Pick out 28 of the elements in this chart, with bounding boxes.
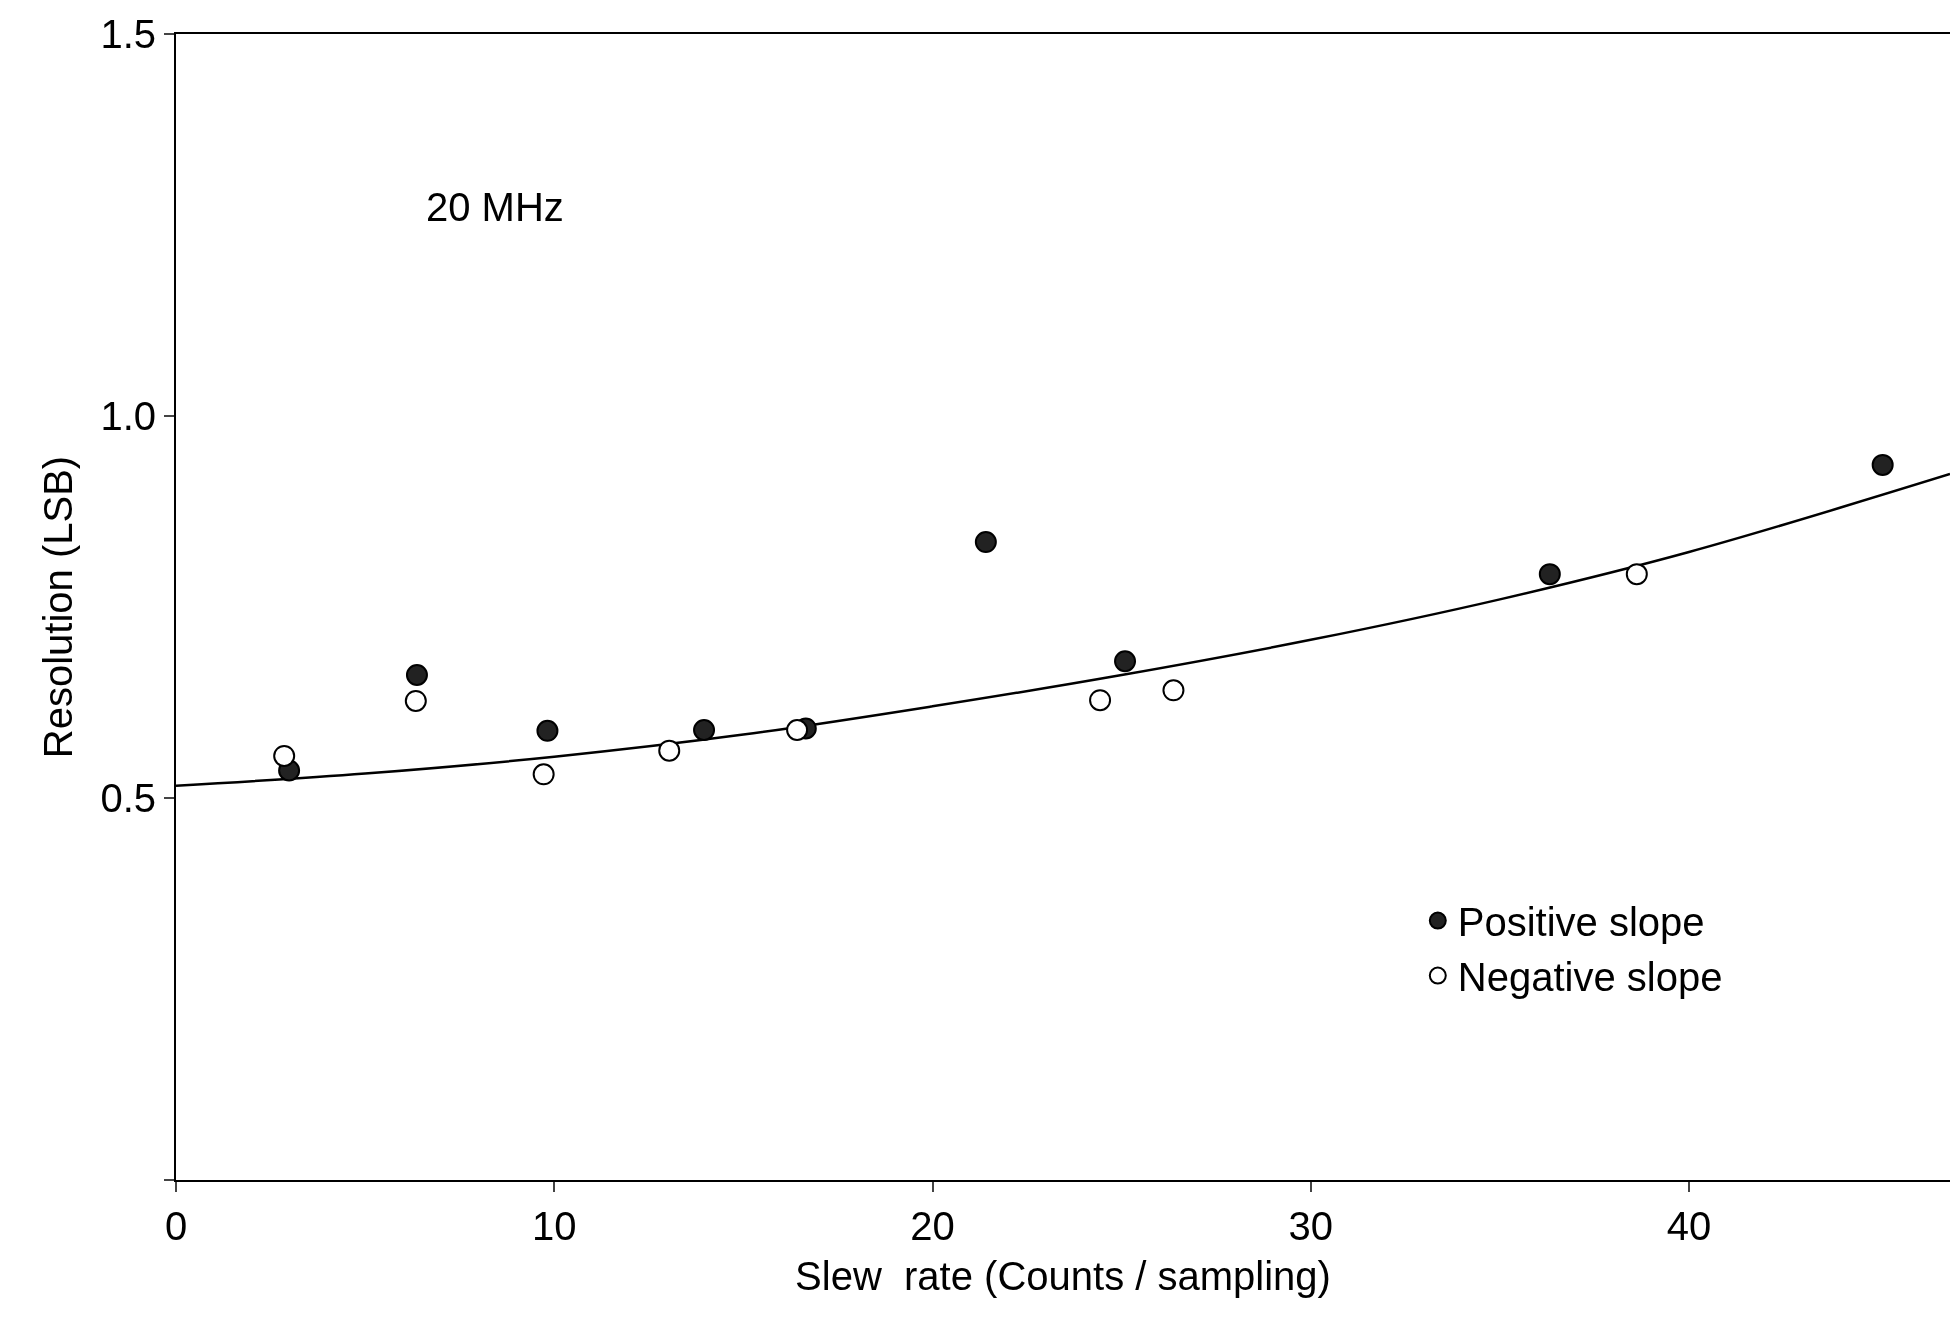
x-axis-title: Slew rate (Counts / sampling) — [795, 1254, 1331, 1298]
y-tick-label: 1.0 — [100, 394, 156, 438]
x-tick-label: 30 — [1288, 1204, 1333, 1248]
point — [1114, 650, 1137, 673]
point — [1538, 563, 1561, 586]
x-tick-label: 10 — [532, 1204, 577, 1248]
point — [658, 739, 681, 762]
point — [786, 719, 809, 741]
x-tick-label: 0 — [164, 1204, 188, 1248]
point — [693, 719, 716, 741]
point — [1162, 679, 1185, 702]
x-tick-label: 40 — [1666, 1204, 1712, 1248]
legend-label: Positive slope — [1457, 900, 1705, 945]
y-tick-label: 1.5 — [100, 12, 156, 56]
legend-label: Negative slope — [1457, 955, 1723, 1000]
point — [1089, 689, 1112, 712]
annotation: 20 MHz — [426, 185, 564, 229]
point — [532, 763, 555, 786]
y-axis-title: Resolution (LSB) — [36, 455, 81, 759]
point — [536, 719, 559, 742]
point — [1871, 453, 1894, 476]
point — [1625, 563, 1648, 586]
x-tick-label: 20 — [910, 1204, 955, 1248]
point — [404, 689, 427, 712]
point — [405, 664, 428, 686]
point — [273, 744, 296, 767]
point — [974, 531, 997, 554]
y-tick-label: 0.5 — [100, 776, 156, 820]
